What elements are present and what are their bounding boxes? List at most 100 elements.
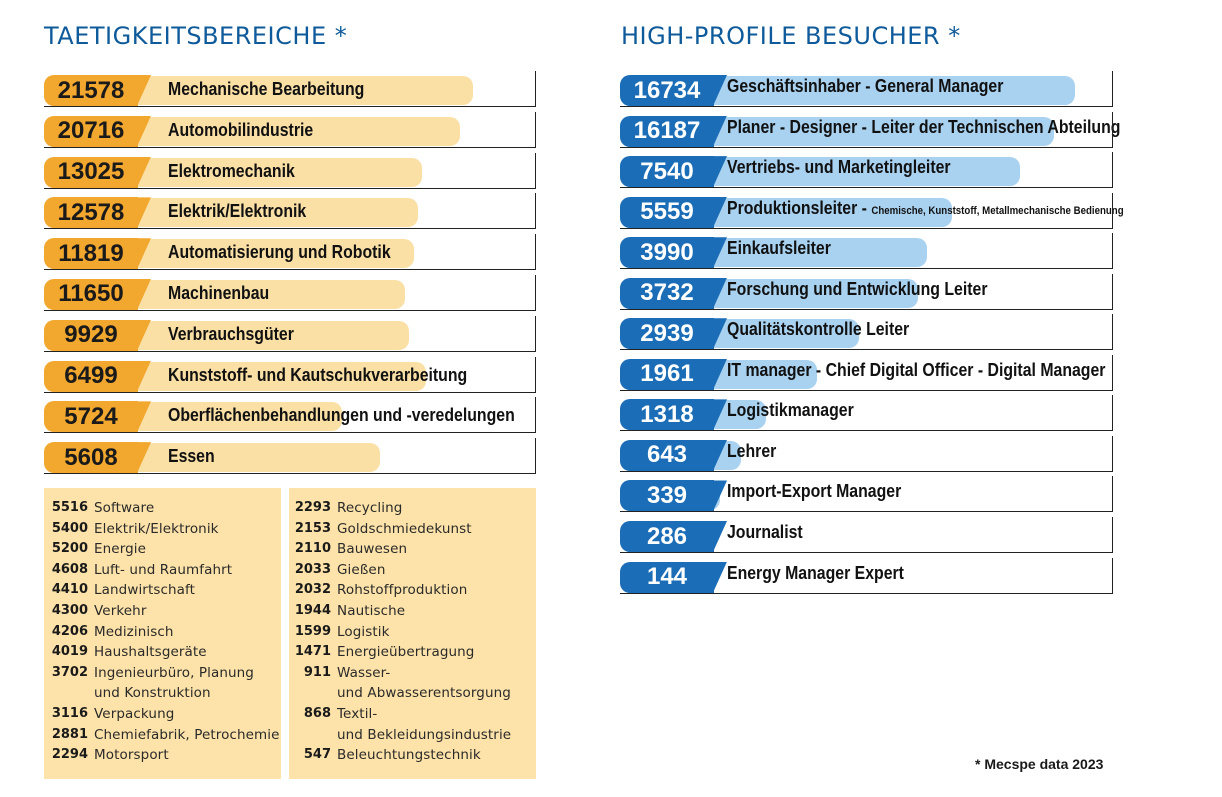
bar-label: Logistikmanager: [727, 400, 854, 421]
bar-row: 643 Lehrer: [620, 435, 1113, 472]
bar-label-text: Automobilindustrie: [168, 119, 314, 140]
value-badge: 16187: [620, 115, 714, 147]
bar-label-text: Produktionsleiter -: [727, 197, 872, 218]
bar-label-text: Vertriebs- und Marketingleiter: [727, 157, 951, 178]
list-item-value: 2032: [294, 582, 331, 598]
bar-label: Produktionsleiter - Chemische, Kunststof…: [727, 198, 1124, 219]
bar-label-text: Machinenbau: [168, 282, 270, 303]
list-item: 868 Textil- und Bekleidungsindustrie: [289, 704, 536, 745]
row-underline: [620, 268, 1113, 270]
list-item-label: Haushaltsgeräte: [94, 644, 207, 661]
bar-label: Automatisierung und Robotik: [168, 242, 391, 263]
bar-label: Oberflächenbehandlungen und -veredelunge…: [168, 405, 515, 426]
value-bar: [114, 279, 405, 309]
row-end-tick: [535, 274, 536, 311]
bar-label-text: Einkaufsleiter: [727, 238, 831, 259]
list-item: 2293 Recycling: [289, 498, 536, 519]
value-badge: 13025: [44, 156, 138, 188]
row-end-tick: [1112, 273, 1113, 310]
list-item: 4608 Luft- und Raumfahrt: [44, 560, 281, 581]
badge-arrow: [713, 480, 727, 512]
list-item: 3116 Verpackung: [44, 704, 281, 725]
row-end-tick: [1112, 557, 1113, 594]
bar-label: IT manager - Chief Digital Officer - Dig…: [727, 360, 1105, 381]
bar-label-text: Lehrer: [727, 440, 777, 461]
bar-label: Qualitätskontrolle Leiter: [727, 319, 909, 340]
bar-label-text: Elektrik/Elektronik: [168, 201, 307, 222]
row-end-tick: [1112, 395, 1113, 432]
visitors-title: HIGH-PROFILE BESUCHER *: [621, 22, 961, 50]
list-item: 2110 Bauwesen: [289, 539, 536, 560]
bar-label: Vertriebs- und Marketingleiter: [727, 157, 951, 178]
value-badge: 11650: [44, 278, 138, 310]
value-bar: [114, 116, 460, 146]
bar-row: 339 Import-Export Manager: [620, 476, 1113, 513]
bar-label-text: Elektromechanik: [168, 160, 295, 181]
bar-row: 2939 Qualitätskontrolle Leiter: [620, 314, 1113, 351]
bar-row: 1318 Logistikmanager: [620, 395, 1113, 432]
bar-row: 5724 Oberflächenbehandlungen und -veredel…: [44, 397, 536, 434]
row-end-tick: [535, 193, 536, 230]
bar-row: 16734 Geschäftsinhaber - General Manager: [620, 71, 1113, 107]
row-underline: [44, 146, 536, 148]
list-item-label: Goldschmiedekunst: [337, 520, 472, 537]
visitors-bar-chart: 16734 Geschäftsinhaber - General Manager 1…: [620, 71, 1124, 598]
list-item: 2033 Gießen: [289, 560, 536, 581]
bar-label: Geschäftsinhaber - General Manager: [727, 76, 1003, 97]
list-item-value: 4410: [51, 582, 88, 598]
value-bar: [114, 76, 473, 105]
row-end-tick: [535, 234, 536, 271]
list-item-value: 1599: [294, 623, 331, 639]
row-underline: [44, 187, 536, 189]
list-item: 1944 Nautische: [289, 601, 536, 622]
row-end-tick: [535, 397, 536, 434]
list-item-value: 1944: [294, 602, 331, 618]
bar-label: Energy Manager Expert: [727, 563, 904, 584]
row-end-tick: [535, 111, 536, 148]
bar-label-text: Journalist: [727, 522, 803, 543]
row-end-tick: [535, 356, 536, 393]
row-underline: [44, 350, 536, 352]
list-item: 4410 Landwirtschaft: [44, 580, 281, 601]
list-item-value: 1471: [294, 644, 331, 660]
value-badge: 7540: [620, 156, 714, 188]
list-item-label: Verpackung: [94, 705, 175, 722]
row-underline: [44, 106, 536, 107]
bar-label: Verbrauchsgüter: [168, 324, 294, 345]
list-item: 4206 Medizinisch: [44, 622, 281, 643]
list-item-label: Energieübertragung: [337, 644, 475, 661]
list-item-value: 4608: [51, 561, 88, 577]
bar-label-text: Forschung und Entwicklung Leiter: [727, 278, 988, 299]
bar-row: 6499 Kunststoff- und Kautschukverarbeitun…: [44, 356, 536, 393]
list-item: 2153 Goldschmiedekunst: [289, 519, 536, 540]
value-badge: 20716: [44, 115, 138, 147]
bar-label-text: Oberflächenbehandlungen und -veredelunge…: [168, 405, 515, 426]
row-end-tick: [1112, 435, 1113, 472]
row-underline: [620, 430, 1113, 432]
value-badge: 286: [620, 521, 714, 553]
row-end-tick: [535, 438, 536, 475]
row-end-tick: [1112, 152, 1113, 189]
value-bar: [114, 320, 409, 350]
bar-label: Elektromechanik: [168, 161, 295, 182]
row-underline: [620, 470, 1113, 472]
row-end-tick: [1112, 233, 1113, 270]
bar-label: Automobilindustrie: [168, 120, 313, 141]
bar-label-text: Qualitätskontrolle Leiter: [727, 319, 910, 340]
row-underline: [620, 146, 1113, 148]
row-end-tick: [1112, 476, 1113, 513]
bar-label: Mechanische Bearbeitung: [168, 79, 364, 100]
bar-row: 286 Journalist: [620, 517, 1113, 554]
list-item-label: Gießen: [337, 561, 386, 578]
bar-label-text: Planer - Designer - Leiter der Technisch…: [727, 116, 1121, 137]
row-underline: [620, 349, 1113, 351]
bar-row: 144 Energy Manager Expert: [620, 557, 1113, 594]
list-item: 3702 Ingenieurbüro, Planung und Konstrukt…: [44, 663, 281, 704]
list-item: 5200 Energie: [44, 539, 281, 560]
list-item-value: 2153: [294, 520, 331, 536]
list-item: 4300 Verkehr: [44, 601, 281, 622]
list-item: 5516 Software: [44, 498, 281, 519]
row-underline: [44, 309, 536, 311]
value-bar: [690, 278, 918, 308]
value-badge: 9929: [44, 319, 138, 351]
